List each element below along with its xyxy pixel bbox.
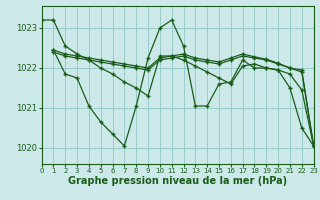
X-axis label: Graphe pression niveau de la mer (hPa): Graphe pression niveau de la mer (hPa) — [68, 176, 287, 186]
